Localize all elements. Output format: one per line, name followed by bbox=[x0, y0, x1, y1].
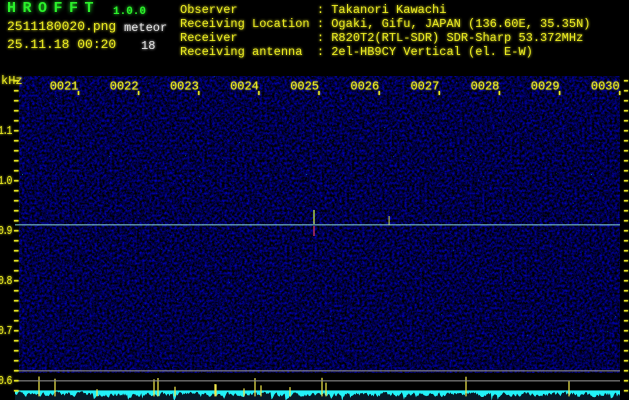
svg-text:0026: 0026 bbox=[350, 80, 379, 94]
svg-text:0023: 0023 bbox=[170, 80, 199, 94]
svg-text:0025: 0025 bbox=[290, 80, 319, 94]
svg-text:0022: 0022 bbox=[110, 80, 139, 94]
svg-text:0027: 0027 bbox=[410, 80, 439, 94]
svg-text:0030: 0030 bbox=[591, 80, 620, 94]
svg-text:0021: 0021 bbox=[50, 80, 79, 94]
svg-text:0024: 0024 bbox=[230, 80, 259, 94]
svg-text:0028: 0028 bbox=[471, 80, 500, 94]
svg-text:0029: 0029 bbox=[531, 80, 560, 94]
